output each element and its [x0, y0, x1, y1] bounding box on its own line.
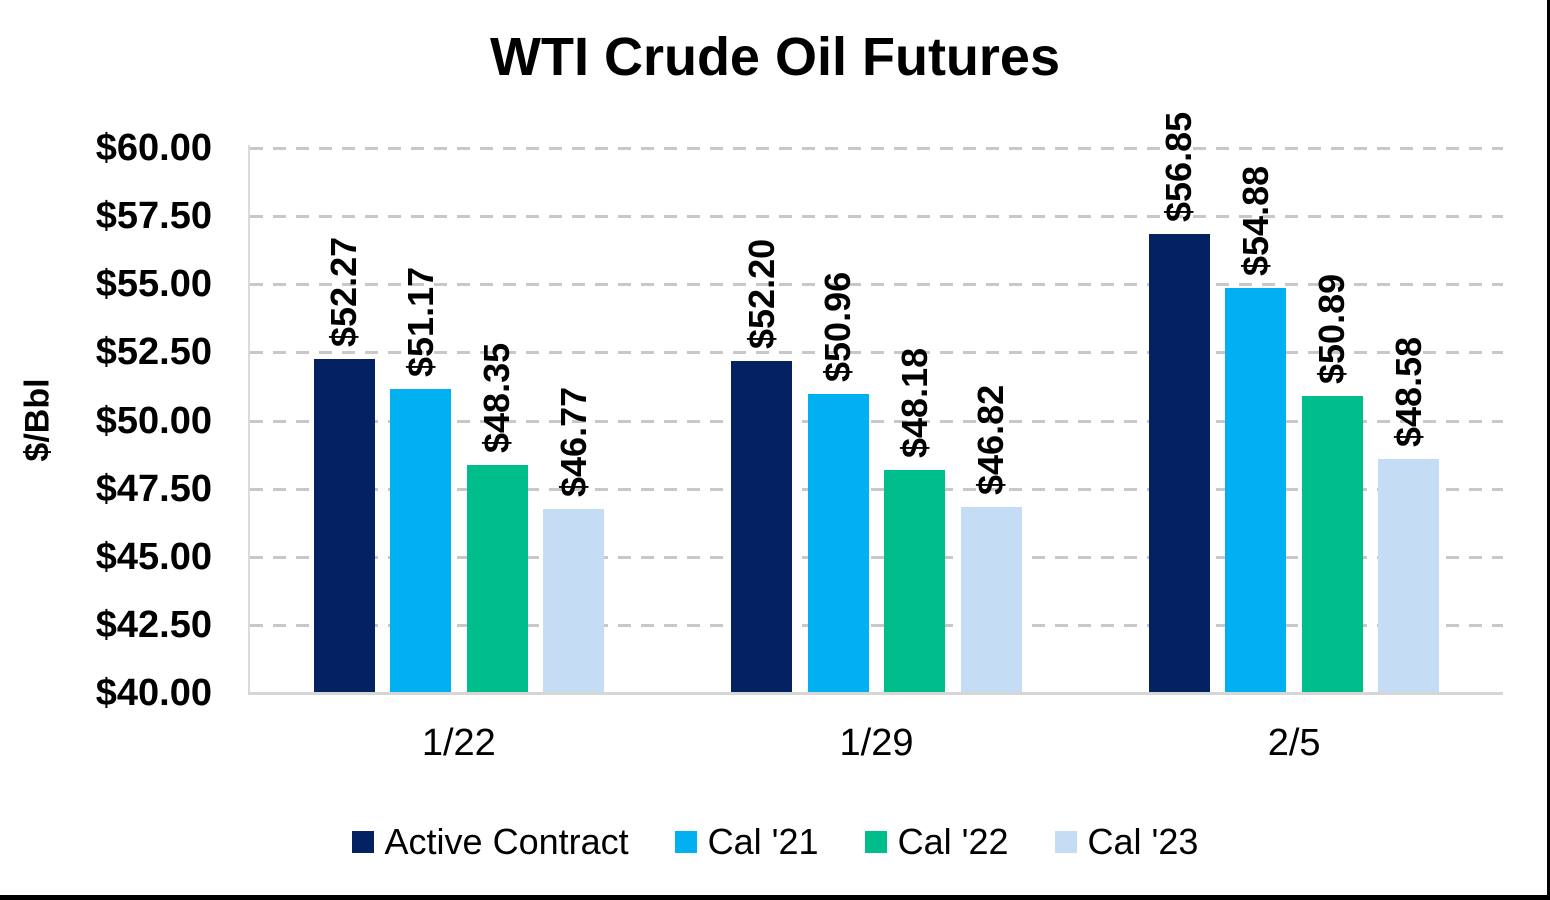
bar — [313, 358, 375, 692]
gridline — [250, 147, 1503, 150]
bar-value-label-anchor: $50.89 — [1311, 274, 1353, 384]
legend-item: Cal '22 — [864, 821, 1009, 863]
y-axis-tick-label: $60.00 — [95, 127, 212, 169]
bar-value-label: $46.77 — [552, 386, 594, 497]
bar-value-label-anchor: $51.17 — [400, 267, 442, 377]
bar — [807, 394, 869, 692]
gridline — [250, 487, 1503, 491]
bar — [884, 470, 946, 692]
legend-label: Cal '23 — [1087, 821, 1199, 862]
bar-value-label: $48.35 — [476, 343, 518, 454]
legend-item: Active Contract — [351, 821, 629, 863]
bar — [1148, 233, 1210, 692]
legend-label: Active Contract — [384, 821, 629, 862]
bar-value-label: $50.96 — [817, 272, 859, 383]
bar — [1301, 396, 1363, 692]
bar — [543, 508, 605, 692]
y-axis-line — [248, 145, 250, 693]
gridline — [250, 555, 1503, 559]
y-axis-tick-label: $47.50 — [95, 467, 212, 510]
bar-value-label-anchor: $48.35 — [476, 343, 518, 453]
bar-value-label-anchor: $56.85 — [1158, 112, 1200, 222]
y-axis-tick-label: $45.00 — [95, 535, 212, 578]
bar-value-label: $51.17 — [399, 266, 441, 377]
legend-item: Cal '23 — [1054, 821, 1199, 863]
bar-value-label-anchor: $46.77 — [553, 386, 595, 496]
y-axis-tick-label: $57.50 — [95, 195, 212, 238]
legend-swatch — [1054, 831, 1077, 853]
bar-value-label: $52.27 — [323, 236, 365, 347]
x-axis-tick-label: 2/5 — [1267, 722, 1321, 764]
legend-swatch — [674, 831, 697, 853]
page-border-right — [1547, 0, 1550, 900]
bar — [1378, 459, 1440, 692]
gridline — [250, 215, 1503, 219]
bar-value-label-anchor: $52.20 — [741, 238, 783, 348]
legend-label: Cal '22 — [897, 821, 1009, 862]
gridline — [250, 419, 1503, 423]
bar — [960, 507, 1022, 692]
y-axis-tick-label: $50.00 — [95, 399, 212, 442]
bar-value-label-anchor: $48.18 — [894, 348, 936, 458]
x-axis-baseline — [248, 692, 1503, 695]
bar-value-label: $52.20 — [740, 238, 782, 349]
y-axis-tick-label: $52.50 — [95, 331, 212, 374]
bar-value-label-anchor: $46.82 — [970, 385, 1012, 495]
bar-value-label: $54.88 — [1234, 165, 1276, 276]
legend-swatch — [351, 831, 374, 853]
gridline — [250, 623, 1503, 627]
bar-value-label: $48.18 — [893, 347, 935, 459]
bar — [731, 360, 793, 692]
bar-value-label-anchor: $52.27 — [323, 237, 365, 347]
legend-label: Cal '21 — [707, 821, 819, 862]
bar — [466, 465, 528, 692]
x-axis-tick-label: 1/29 — [839, 722, 914, 764]
bar — [390, 388, 452, 692]
y-axis-tick-label: $42.50 — [95, 603, 212, 646]
bar-value-label: $50.89 — [1311, 274, 1353, 385]
bar-value-label-anchor: $54.88 — [1235, 165, 1277, 275]
page-border-bottom — [0, 895, 1550, 900]
legend-item: Cal '21 — [674, 821, 819, 863]
x-axis-tick-label: 1/22 — [421, 722, 496, 764]
chart-title: WTI Crude Oil Futures — [489, 27, 1060, 87]
legend-swatch — [864, 831, 887, 853]
bar-value-label-anchor: $48.58 — [1388, 337, 1430, 447]
gridline — [250, 351, 1503, 355]
bar — [1225, 287, 1287, 692]
bar-value-label: $56.85 — [1158, 111, 1200, 222]
bar-value-label: $48.58 — [1387, 337, 1429, 448]
gridline — [250, 283, 1503, 287]
legend: Active Contract Cal '21 Cal '22 Cal '23 — [0, 818, 1550, 866]
bar-value-label: $46.82 — [970, 385, 1012, 496]
y-axis-tick-label: $40.00 — [95, 672, 212, 714]
bar-value-label-anchor: $50.96 — [817, 272, 859, 382]
y-axis-tick-label: $55.00 — [95, 263, 212, 306]
